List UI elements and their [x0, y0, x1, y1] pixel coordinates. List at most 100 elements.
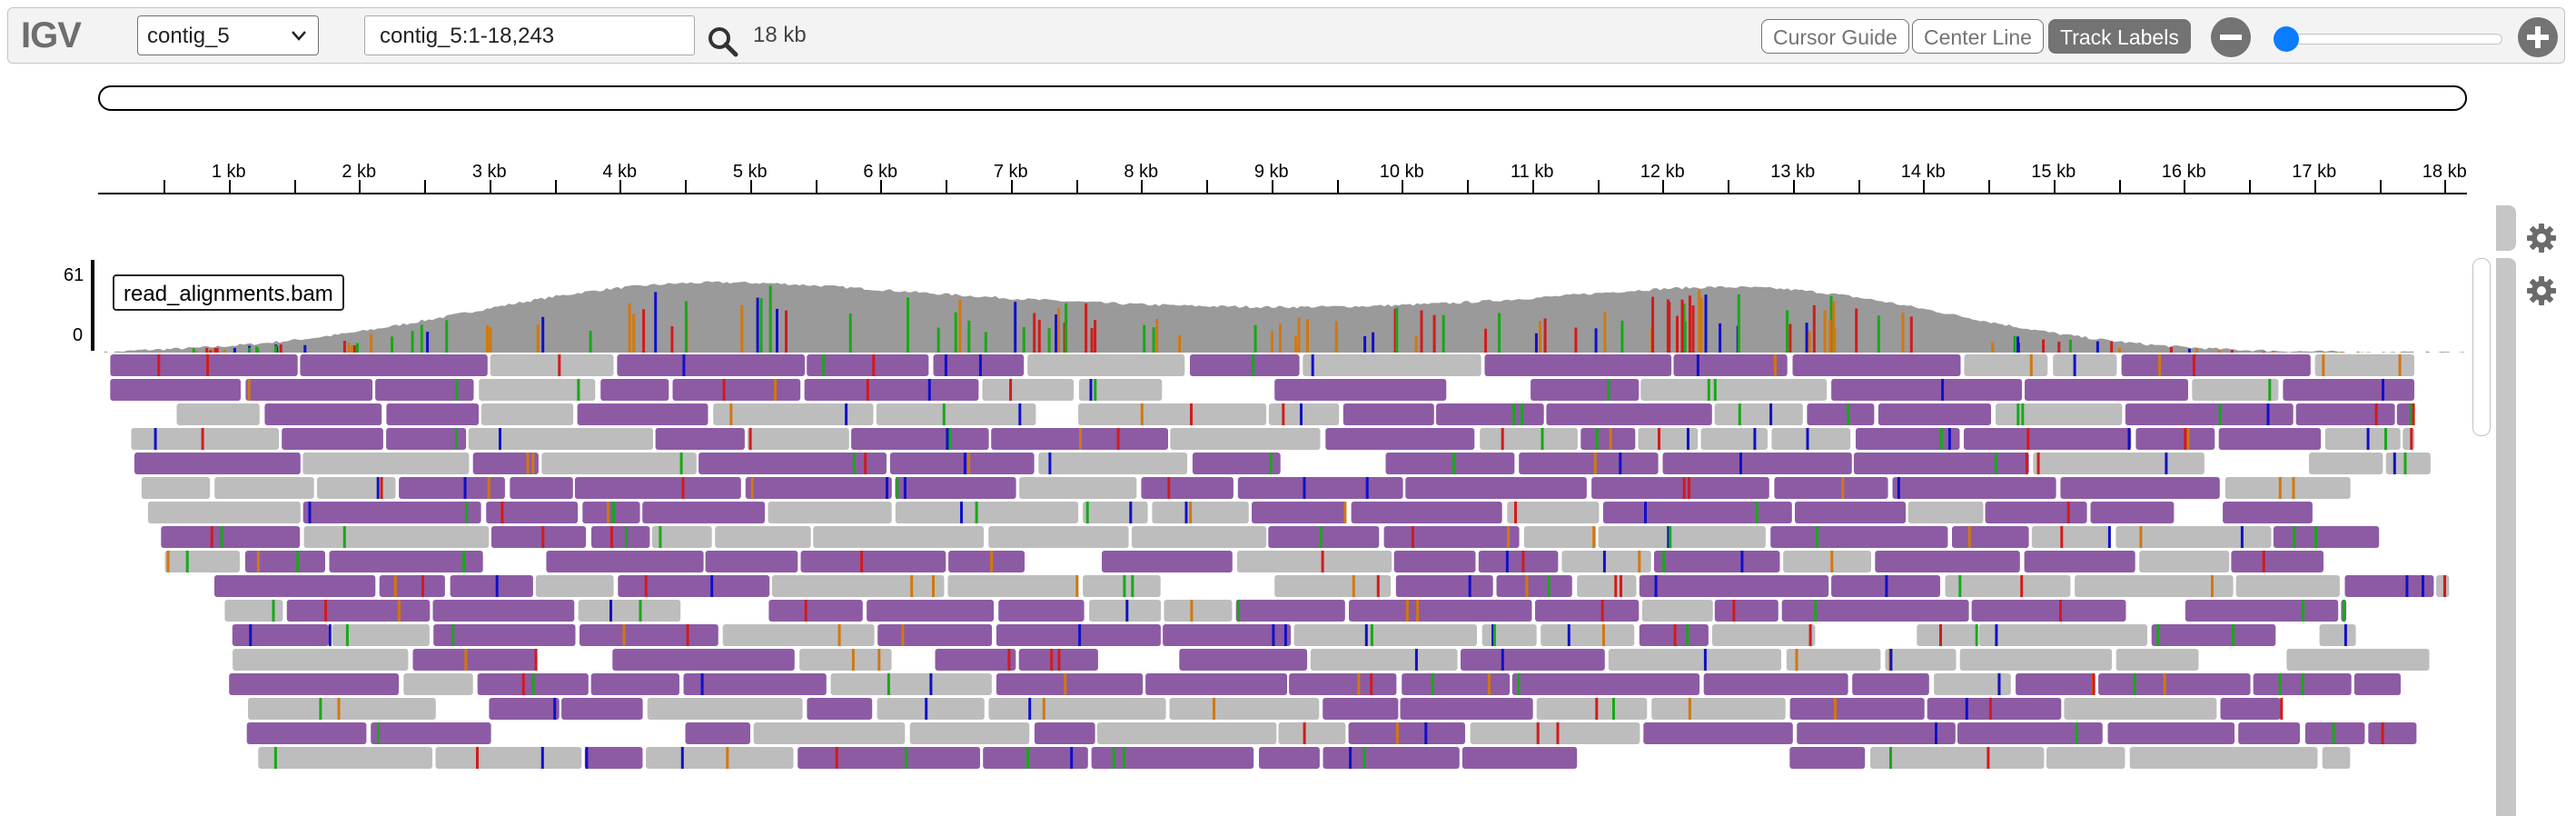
- alignment-read[interactable]: [1945, 575, 2071, 597]
- alignment-read[interactable]: [1164, 600, 1233, 622]
- track-name-label[interactable]: read_alignments.bam: [113, 274, 344, 311]
- alignment-read[interactable]: [590, 673, 679, 695]
- alignment-read[interactable]: [1083, 502, 1148, 523]
- alignment-read[interactable]: [300, 354, 488, 376]
- alignment-read[interactable]: [1703, 673, 1848, 695]
- alignment-read[interactable]: [1461, 649, 1605, 671]
- alignment-read[interactable]: [1978, 624, 2147, 646]
- alignment-read[interactable]: [2235, 575, 2340, 597]
- alignment-read[interactable]: [807, 698, 873, 720]
- alignment-read[interactable]: [800, 551, 946, 572]
- alignment-read[interactable]: [2314, 354, 2414, 376]
- alignment-read[interactable]: [2436, 575, 2450, 597]
- alignment-read[interactable]: [302, 502, 481, 523]
- cursor-guide-button[interactable]: Cursor Guide: [1761, 19, 1909, 54]
- alignment-read[interactable]: [1235, 600, 1345, 622]
- alignment-read[interactable]: [1964, 354, 2048, 376]
- alignment-read[interactable]: [877, 698, 985, 720]
- alignment-read[interactable]: [2125, 403, 2294, 425]
- alignment-read[interactable]: [1654, 551, 1780, 572]
- alignment-read[interactable]: [1190, 354, 1300, 376]
- alignment-read[interactable]: [1152, 502, 1249, 523]
- alignment-read[interactable]: [2368, 722, 2417, 744]
- alignment-read[interactable]: [2024, 551, 2135, 572]
- alignment-read[interactable]: [685, 722, 751, 744]
- alignment-read[interactable]: [229, 673, 399, 695]
- alignment-read[interactable]: [2192, 379, 2279, 401]
- locus-search-input[interactable]: contig_5:1-18,243: [364, 15, 695, 55]
- search-icon[interactable]: [706, 25, 740, 59]
- alignment-read[interactable]: [1771, 428, 1851, 450]
- alignment-read[interactable]: [1252, 502, 1346, 523]
- alignment-read[interactable]: [1996, 403, 2123, 425]
- alignment-read[interactable]: [600, 379, 669, 401]
- alignment-read[interactable]: [2135, 428, 2215, 450]
- alignment-read[interactable]: [2286, 649, 2430, 671]
- alignment-read[interactable]: [510, 477, 573, 499]
- alignment-read[interactable]: [472, 453, 539, 474]
- alignment-read[interactable]: [851, 428, 989, 450]
- alignment-read[interactable]: [489, 698, 560, 720]
- alignment-read[interactable]: [618, 575, 770, 597]
- alignment-read[interactable]: [747, 428, 849, 450]
- alignment-read[interactable]: [1481, 624, 1537, 646]
- alignment-read[interactable]: [386, 428, 467, 450]
- alignment-read[interactable]: [561, 698, 643, 720]
- alignment-read[interactable]: [1875, 551, 2020, 572]
- alignment-read[interactable]: [1480, 428, 1578, 450]
- alignment-read[interactable]: [2031, 526, 2111, 548]
- alignment-read[interactable]: [1323, 747, 1460, 769]
- alignment-read[interactable]: [768, 600, 863, 622]
- alignment-read[interactable]: [1268, 526, 1380, 548]
- alignment-read[interactable]: [302, 453, 470, 474]
- alignment-read[interactable]: [895, 502, 1079, 523]
- alignment-read[interactable]: [1852, 673, 1929, 695]
- alignment-read[interactable]: [642, 502, 766, 523]
- alignment-read[interactable]: [1278, 722, 1346, 744]
- alignment-read[interactable]: [813, 526, 985, 548]
- alignment-read[interactable]: [1027, 354, 1185, 376]
- alignment-read[interactable]: [412, 649, 538, 671]
- alignment-read[interactable]: [2053, 354, 2117, 376]
- alignment-read[interactable]: [2139, 551, 2230, 572]
- alignment-read[interactable]: [745, 477, 892, 499]
- alignment-read[interactable]: [753, 722, 906, 744]
- alignment-read[interactable]: [1546, 403, 1712, 425]
- alignment-read[interactable]: [264, 403, 382, 425]
- alignment-read[interactable]: [233, 649, 409, 671]
- zoom-slider-track[interactable]: [2274, 34, 2502, 45]
- alignment-read[interactable]: [1770, 526, 1948, 548]
- alignment-read[interactable]: [303, 526, 490, 548]
- alignment-read[interactable]: [468, 428, 653, 450]
- alignment-read[interactable]: [2319, 624, 2356, 646]
- alignment-track-scrollbar[interactable]: [2472, 258, 2491, 436]
- alignment-read[interactable]: [2075, 575, 2234, 597]
- alignment-read[interactable]: [1351, 502, 1502, 523]
- alignment-track-gear-icon[interactable]: [2525, 274, 2558, 307]
- alignment-read[interactable]: [580, 624, 718, 646]
- alignment-read[interactable]: [1310, 649, 1458, 671]
- alignment-read[interactable]: [232, 624, 329, 646]
- alignment-read[interactable]: [1640, 379, 1828, 401]
- alignment-read[interactable]: [317, 477, 396, 499]
- alignment-read[interactable]: [2295, 403, 2395, 425]
- alignment-read[interactable]: [1470, 722, 1640, 744]
- alignment-read[interactable]: [1985, 502, 2087, 523]
- alignment-read[interactable]: [722, 624, 875, 646]
- alignment-read[interactable]: [1303, 354, 1481, 376]
- alignment-read[interactable]: [375, 379, 474, 401]
- center-line-button[interactable]: Center Line: [1912, 19, 2044, 54]
- alignment-read[interactable]: [1268, 403, 1340, 425]
- alignment-read[interactable]: [935, 649, 1016, 671]
- alignment-read[interactable]: [1348, 722, 1465, 744]
- alignment-read[interactable]: [1102, 551, 1233, 572]
- alignment-read[interactable]: [715, 526, 811, 548]
- alignment-read[interactable]: [1349, 600, 1532, 622]
- alignment-read[interactable]: [1342, 403, 1434, 425]
- alignment-read[interactable]: [1383, 526, 1520, 548]
- alignment-read[interactable]: [450, 575, 533, 597]
- alignment-track[interactable]: [102, 354, 2469, 816]
- alignment-read[interactable]: [2185, 600, 2339, 622]
- alignment-read[interactable]: [1402, 673, 1511, 695]
- alignment-read[interactable]: [1927, 698, 2062, 720]
